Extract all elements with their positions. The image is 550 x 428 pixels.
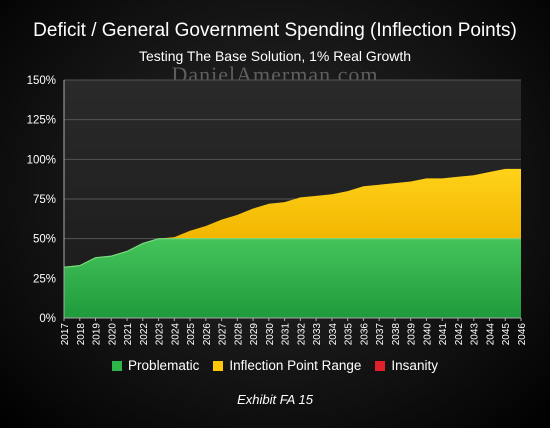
y-tick-label: 0% (39, 313, 56, 325)
x-tick-label: 2036 (359, 323, 370, 346)
y-tick-label: 150% (27, 75, 56, 87)
x-tick-label: 2040 (422, 323, 433, 346)
x-tick-label: 2038 (391, 323, 402, 346)
legend-label: Problematic (128, 358, 200, 373)
x-tick-label: 2025 (186, 323, 197, 346)
x-tick-label: 2021 (123, 323, 134, 346)
x-tick-label: 2041 (438, 323, 449, 346)
legend-swatch (112, 360, 123, 371)
chart-title: Deficit / General Government Spending (I… (33, 20, 517, 41)
x-tick-label: 2017 (60, 323, 71, 346)
y-tick-label: 100% (27, 154, 56, 166)
y-tick-label: 50% (33, 234, 56, 246)
x-tick-label: 2043 (470, 323, 481, 346)
x-tick-label: 2018 (76, 323, 87, 346)
legend-label: Insanity (391, 358, 438, 373)
x-tick-label: 2028 (233, 323, 244, 346)
x-tick-label: 2030 (265, 323, 276, 346)
x-tick-label: 2027 (218, 323, 229, 346)
exhibit-caption: Exhibit FA 15 (237, 392, 313, 407)
legend-label: Inflection Point Range (229, 358, 362, 373)
y-tick-label: 125% (27, 115, 56, 127)
series-area-problematic (64, 238, 521, 318)
x-tick-label: 2039 (407, 323, 418, 346)
x-tick-label: 2032 (296, 323, 307, 346)
x-tick-label: 2037 (375, 323, 386, 346)
y-tick-label: 25% (33, 273, 56, 285)
x-tick-label: 2046 (517, 323, 528, 346)
x-tick-label: 2022 (139, 323, 150, 346)
x-tick-label: 2024 (170, 323, 181, 346)
x-tick-label: 2033 (312, 323, 323, 346)
x-tick-label: 2023 (155, 323, 166, 346)
legend-item: Insanity (375, 358, 438, 373)
x-tick-label: 2045 (501, 323, 512, 346)
x-tick-label: 2034 (328, 323, 339, 346)
x-tick-label: 2031 (281, 323, 292, 346)
x-tick-label: 2020 (107, 323, 118, 346)
x-tick-label: 2042 (454, 323, 465, 346)
legend-item: Problematic (112, 358, 199, 373)
legend-item: Inflection Point Range (213, 358, 361, 373)
chart-subtitle: Testing The Base Solution, 1% Real Growt… (138, 48, 412, 64)
x-tick-label: 2029 (249, 323, 260, 346)
legend: Problematic Inflection Point Range Insanit… (0, 358, 550, 373)
series-edge-problematic (63, 238, 521, 268)
legend-swatch (213, 360, 224, 371)
x-tick-label: 2026 (202, 323, 213, 346)
x-tick-label: 2035 (344, 323, 355, 346)
x-tick-label: 2044 (485, 323, 496, 346)
legend-swatch (375, 360, 386, 371)
y-tick-label: 75% (33, 194, 56, 206)
x-tick-label: 2019 (92, 323, 103, 346)
series-area-inflection-point-range (64, 168, 521, 239)
